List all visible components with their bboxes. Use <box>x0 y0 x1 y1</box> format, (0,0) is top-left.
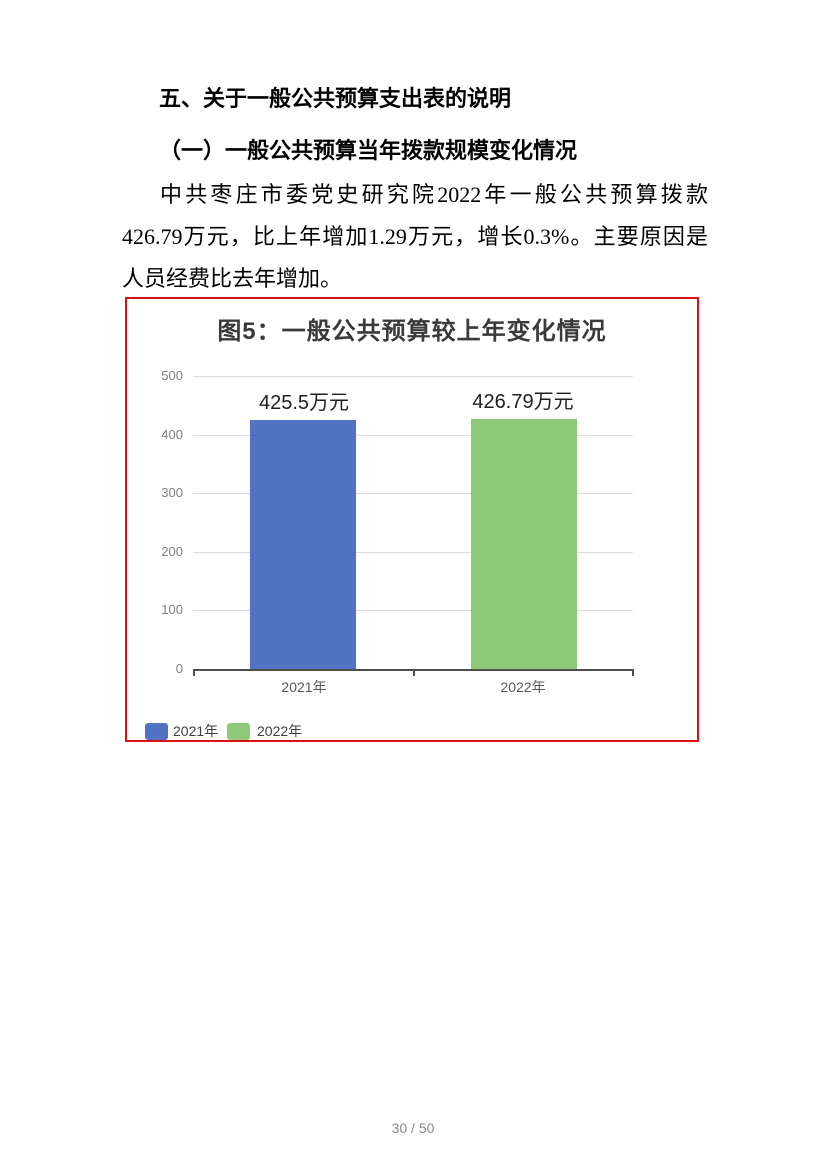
chart-title: 图5：一般公共预算较上年变化情况 <box>217 318 607 345</box>
x-axis-tick <box>632 669 634 676</box>
legend-swatch-2022 <box>227 723 250 740</box>
paragraph-line: 426.79万元，比上年增加1.29万元，增长0.3%。主要原因是 <box>122 224 708 249</box>
gridline-500 <box>193 376 633 377</box>
x-axis-tick <box>193 669 195 676</box>
page-number: 30 / 50 <box>391 1120 435 1136</box>
legend-swatch-2021 <box>145 723 168 740</box>
y-axis-label: 400 <box>161 427 183 442</box>
body-paragraph: 中共枣庄市委党史研究院2022年一般公共预算拨款 426.79万元，比上年增加1… <box>122 174 708 300</box>
y-axis-label: 200 <box>161 544 183 559</box>
x-axis-label-2022: 2022年 <box>500 679 546 695</box>
bar-value-label-2022: 426.79万元 <box>472 390 574 413</box>
subsection-heading: （一）一般公共预算当年拨款规模变化情况 <box>159 138 578 163</box>
x-axis-tick <box>413 669 415 676</box>
y-axis-label: 0 <box>175 661 183 676</box>
gridline-300 <box>193 493 633 494</box>
legend-label-2021: 2021年 <box>173 723 219 739</box>
figure5-chart-card: 图5：一般公共预算较上年变化情况 500 400 300 200 100 0 4… <box>125 297 699 742</box>
bar-2021 <box>250 419 356 669</box>
paragraph-line: 人员经费比去年增加。 <box>122 266 343 291</box>
x-axis-label-2021: 2021年 <box>281 679 327 695</box>
bar-value-label-2021: 425.5万元 <box>258 391 350 414</box>
gridline-400 <box>193 435 633 436</box>
gridline-100 <box>193 610 633 611</box>
paragraph-line: 中共枣庄市委党史研究院2022年一般公共预算拨款 <box>160 182 708 207</box>
section-heading: 五、关于一般公共预算支出表的说明 <box>159 86 512 111</box>
y-axis-label: 500 <box>161 368 183 383</box>
y-axis-label: 100 <box>161 602 183 617</box>
gridline-200 <box>193 552 633 553</box>
bar-2022 <box>471 418 577 669</box>
legend-label-2022: 2022年 <box>257 723 303 739</box>
y-axis-label: 300 <box>161 485 183 500</box>
